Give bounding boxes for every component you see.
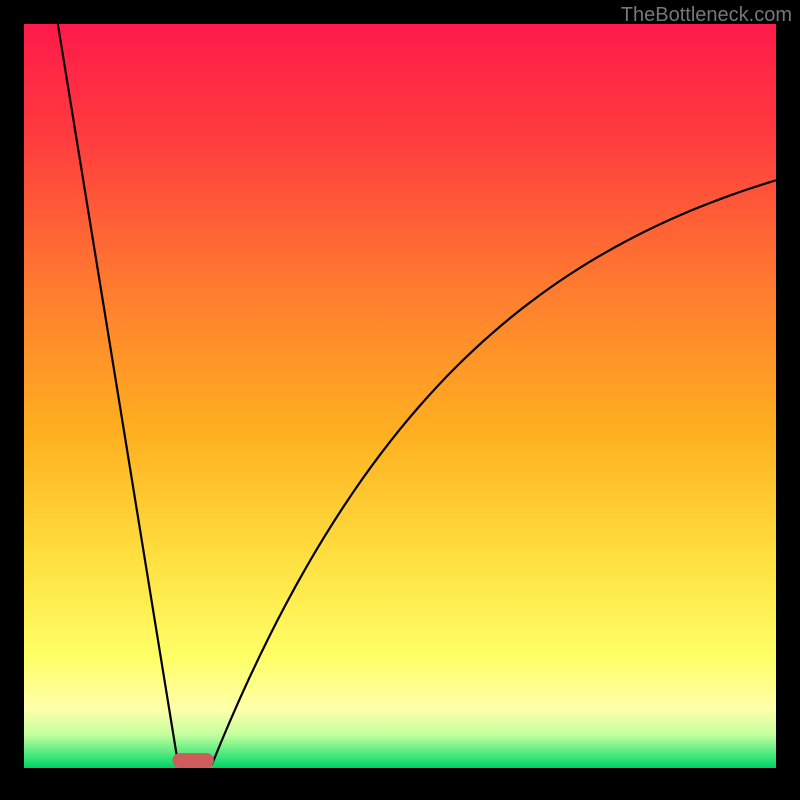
optimal-marker — [173, 753, 214, 768]
chart-container: TheBottleneck.com — [0, 0, 800, 800]
watermark-text: TheBottleneck.com — [621, 4, 792, 27]
gradient-background — [24, 24, 776, 768]
bottleneck-chart-svg — [0, 0, 800, 800]
